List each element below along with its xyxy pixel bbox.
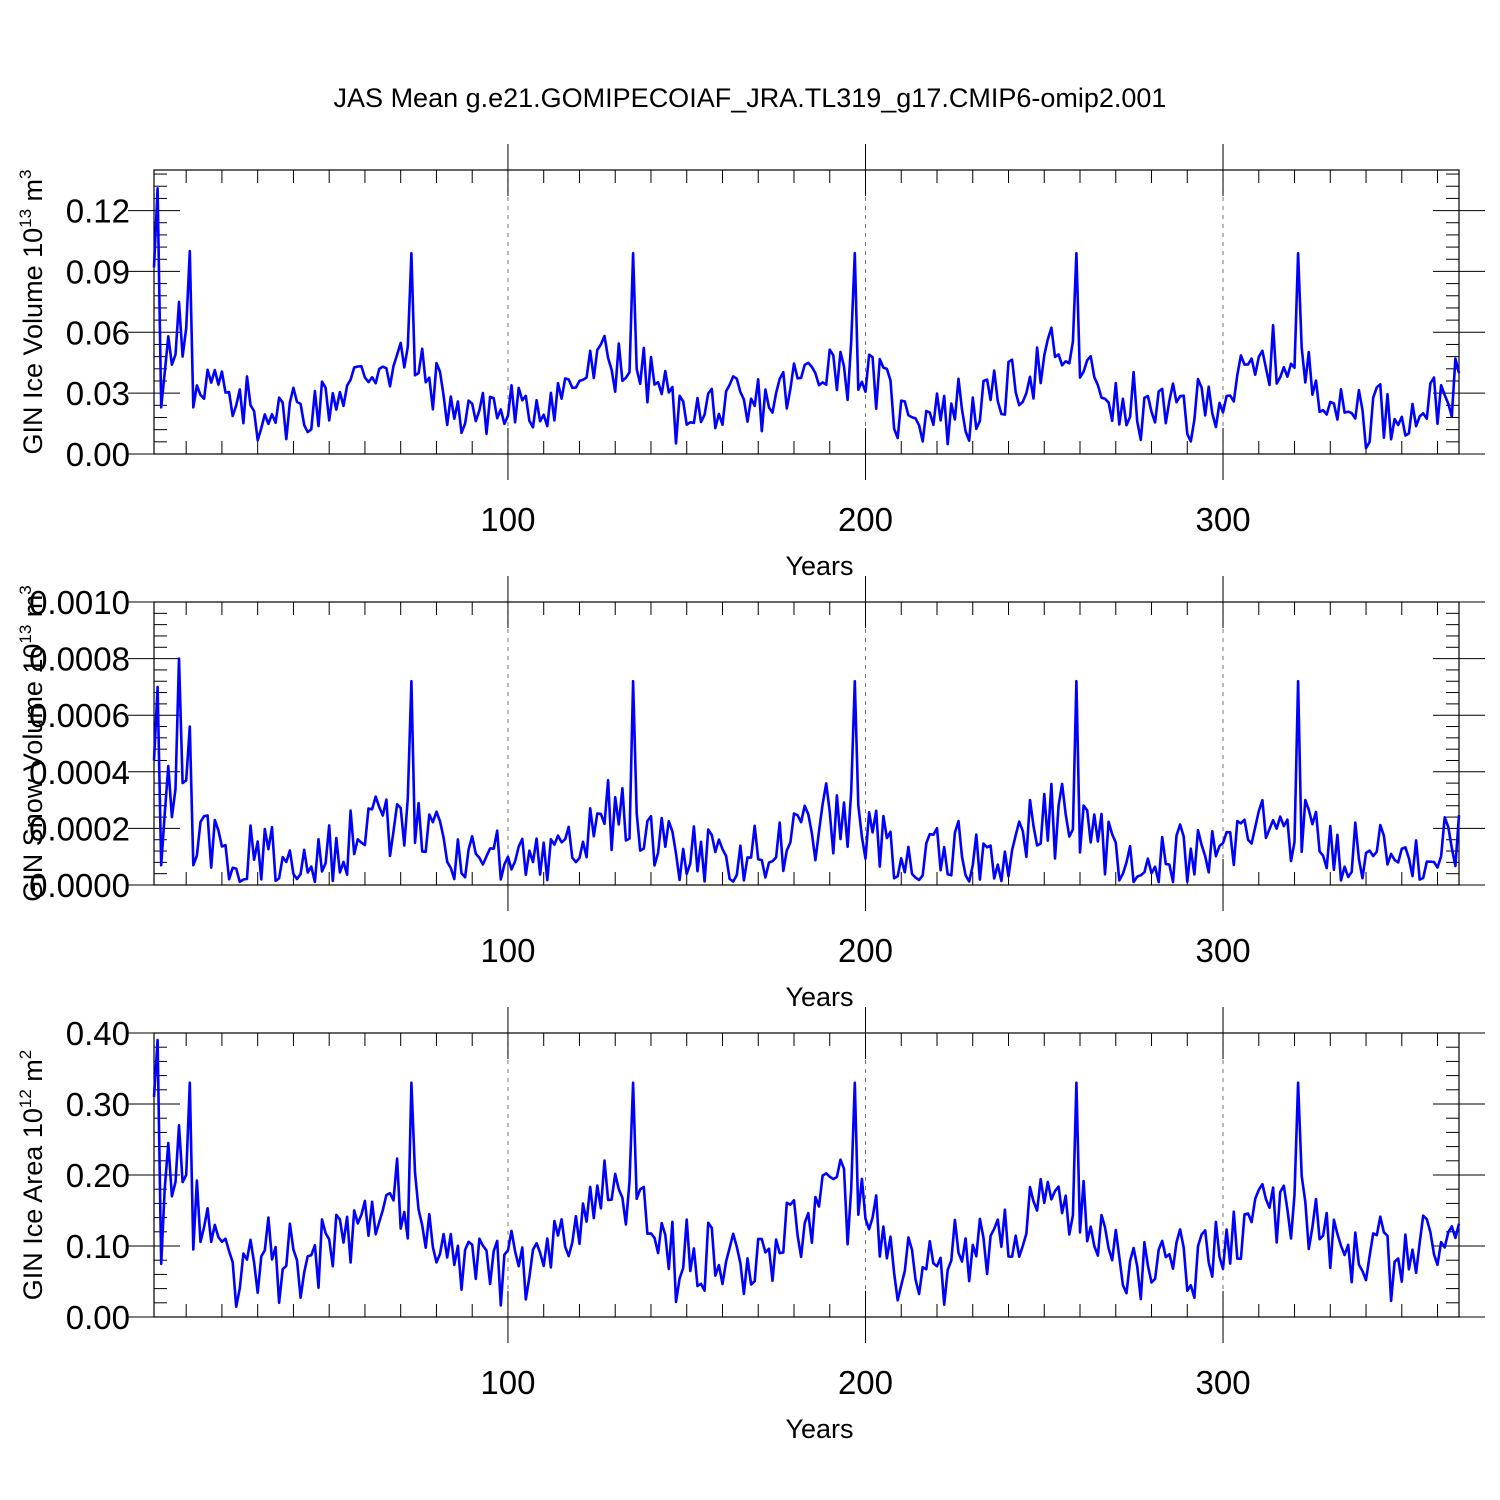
y-axis-label-unit: m xyxy=(18,179,48,209)
y-tick-label: 0.0010 xyxy=(29,584,130,621)
series-line xyxy=(152,187,1461,450)
x-tick-label: 100 xyxy=(480,932,535,969)
y-tick-label: 0.20 xyxy=(66,1157,130,1194)
y-axis-label-unit-exponent: 3 xyxy=(16,169,35,178)
x-tick-label: 100 xyxy=(480,1364,535,1401)
plot-frame xyxy=(153,1032,1460,1318)
y-axis-label-text: GIN Ice Volume 10 xyxy=(18,228,48,455)
y-tick-label: 0.0000 xyxy=(29,867,130,904)
chart-panel-1: 100 200 300 Years 0.00 0.03 0.06 0.09 0.12 GIN Ic… xyxy=(16,144,1485,581)
x-tick-label: 200 xyxy=(838,501,893,538)
y-axis-label-text: GIN Ice Area 10 xyxy=(18,1108,48,1300)
y-axis-label-exponent: 13 xyxy=(16,625,35,644)
y-axis-label-exponent: 13 xyxy=(16,209,35,228)
chart-panel-2: 100 200 300 Years 0.0000 0.0002 0.0004 0.0006 0.… xyxy=(16,576,1485,1012)
x-axis-label: Years xyxy=(785,982,853,1012)
y-axis-label-unit: m xyxy=(18,595,48,625)
x-axis-label: Years xyxy=(785,551,853,581)
x-tick-label: 300 xyxy=(1195,1364,1250,1401)
chart-panels: 100 200 300 Years 0.00 0.03 0.06 0.09 0.12 GIN Ic… xyxy=(16,144,1485,1444)
y-tick-label: 0.0004 xyxy=(29,754,130,791)
x-axis-label: Years xyxy=(785,1414,853,1444)
chart-panel-3: 100 200 300 Years 0.00 0.10 0.20 0.30 0.40 GIN Ic… xyxy=(16,1007,1485,1444)
y-tick-label: 0.10 xyxy=(66,1228,130,1265)
x-tick-label: 200 xyxy=(838,1364,893,1401)
y-axis-label-unit-exponent: 3 xyxy=(16,585,35,594)
y-tick-label: 0.0002 xyxy=(29,810,130,847)
y-tick-label: 0.00 xyxy=(66,436,130,473)
series-line xyxy=(152,657,1461,884)
y-tick-label: 0.06 xyxy=(66,314,130,351)
y-axis-label-unit-exponent: 2 xyxy=(16,1050,35,1059)
x-tick-label: 200 xyxy=(838,932,893,969)
y-tick-label: 0.30 xyxy=(66,1086,130,1123)
y-tick-label: 0.03 xyxy=(66,375,130,412)
figure-title: JAS Mean g.e21.GOMIPECOIAF_JRA.TL319_g17… xyxy=(334,83,1167,113)
y-tick-label: 0.00 xyxy=(66,1299,130,1336)
x-tick-label: 300 xyxy=(1195,501,1250,538)
series-line xyxy=(152,1038,1461,1308)
y-axis-label: GIN Ice Volume 1013 m3 xyxy=(16,169,48,454)
y-tick-label: 0.12 xyxy=(66,193,130,230)
y-tick-label: 0.40 xyxy=(66,1015,130,1052)
y-axis-label-text: GIN Snow Volume 10 xyxy=(18,644,48,902)
y-axis-label: GIN Snow Volume 1013 m3 xyxy=(16,585,48,902)
x-tick-label: 300 xyxy=(1195,932,1250,969)
y-axis-label-exponent: 12 xyxy=(16,1089,35,1108)
y-tick-label: 0.09 xyxy=(66,253,130,290)
y-axis-label: GIN Ice Area 1012 m2 xyxy=(16,1050,48,1301)
y-axis-label-unit: m xyxy=(18,1059,48,1089)
plot-frame xyxy=(153,169,1460,455)
y-tick-label: 0.0008 xyxy=(29,641,130,678)
x-tick-label: 100 xyxy=(480,501,535,538)
y-tick-label: 0.0006 xyxy=(29,697,130,734)
